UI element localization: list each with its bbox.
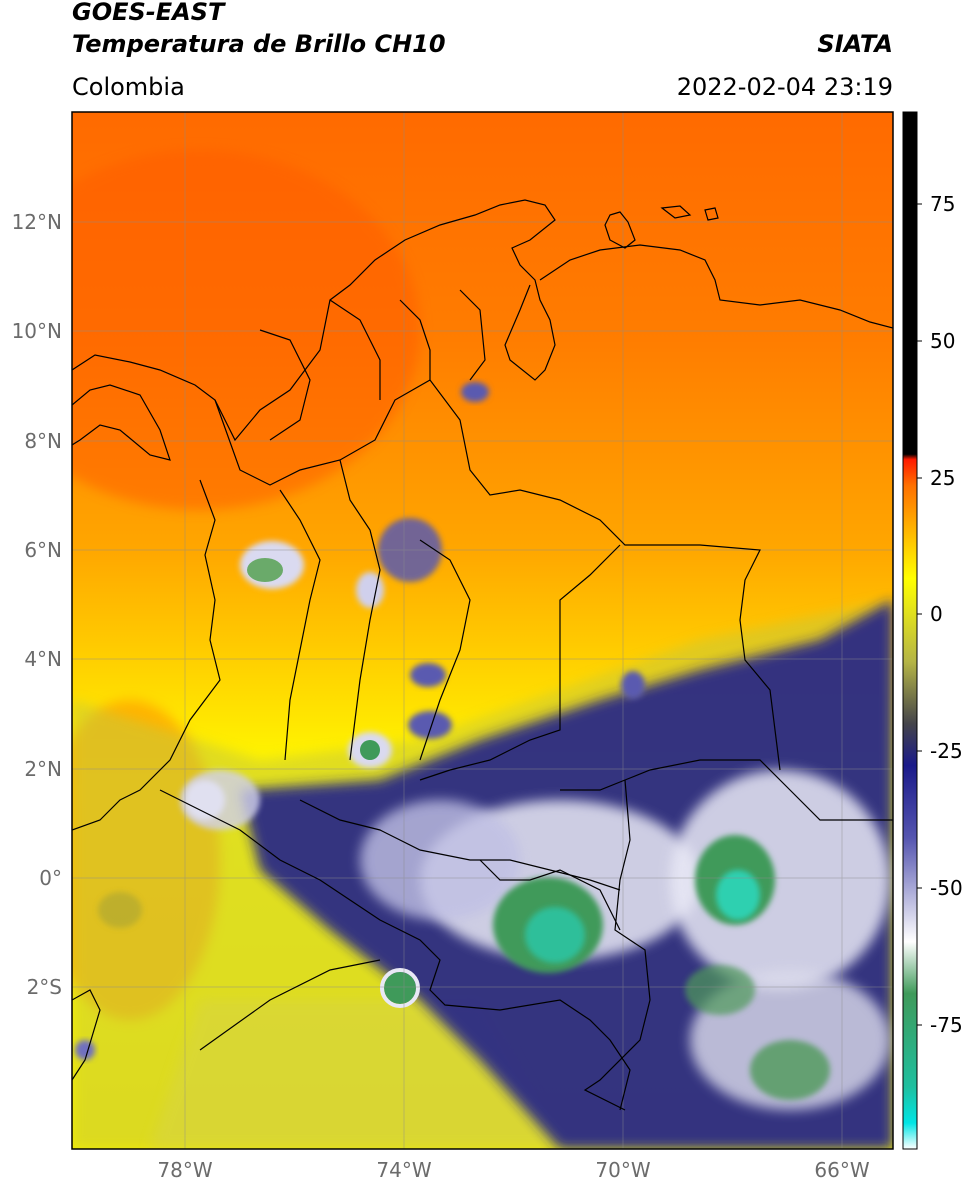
- colorbar-label-0: 0: [930, 602, 943, 626]
- graticule: [72, 112, 893, 1149]
- lat-label-12n: 12°N: [11, 210, 62, 234]
- lat-label-4n: 4°N: [24, 647, 62, 671]
- lon-label-78w: 78°W: [157, 1158, 213, 1182]
- lat-label-8n: 8°N: [24, 429, 62, 453]
- colorbar-label-minus75: -75: [930, 1013, 963, 1037]
- colorbar-ticks: [917, 203, 922, 1026]
- region-subtitle: Colombia: [72, 73, 185, 101]
- map-frame: [71, 111, 894, 1150]
- lon-label-66w: 66°W: [814, 1158, 870, 1182]
- title-line-1: GOES-EAST: [72, 0, 225, 26]
- lat-label-2n: 2°N: [24, 757, 62, 781]
- colorbar-label-25: 25: [930, 466, 956, 490]
- brand-label: SIATA: [817, 30, 893, 58]
- coastline-borders: [72, 199, 893, 1111]
- lat-label-10n: 10°N: [11, 319, 62, 343]
- lat-label-0: 0°: [39, 866, 62, 890]
- colorbar-label-minus50: -50: [930, 876, 963, 900]
- colorbar-label-minus25: -25: [930, 739, 963, 763]
- colorbar: [903, 112, 917, 1149]
- lat-label-6n: 6°N: [24, 538, 62, 562]
- title-line-2: Temperatura de Brillo CH10: [72, 30, 446, 58]
- lon-label-70w: 70°W: [595, 1158, 651, 1182]
- colorbar-label-75: 75: [930, 192, 956, 216]
- timestamp: 2022-02-04 23:19: [676, 73, 893, 101]
- colorbar-label-50: 50: [930, 329, 956, 353]
- lon-label-74w: 74°W: [376, 1158, 432, 1182]
- lat-label-2s: 2°S: [26, 975, 62, 999]
